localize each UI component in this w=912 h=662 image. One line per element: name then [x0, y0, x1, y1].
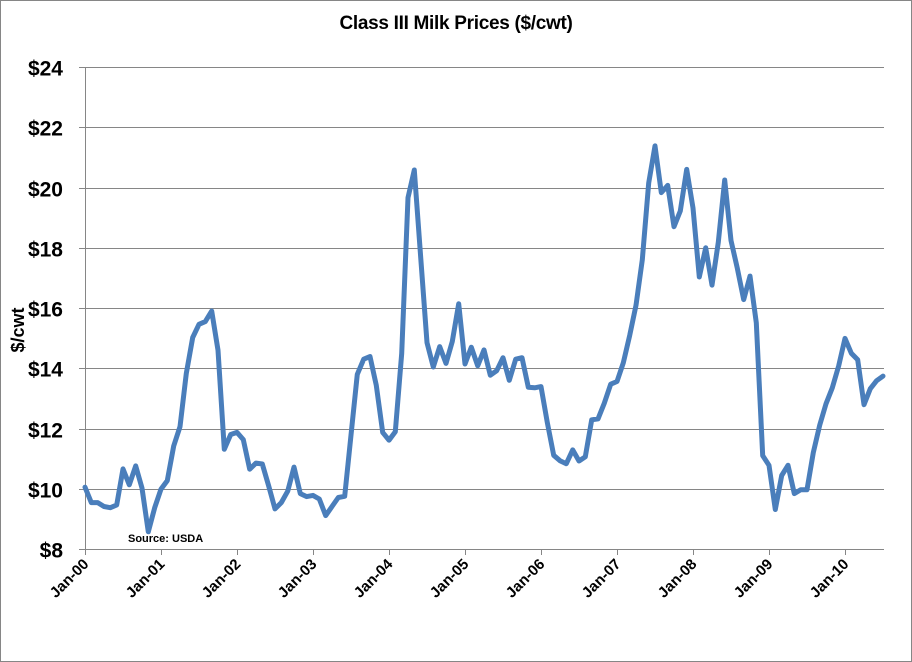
x-tick-label: Jan-06	[503, 556, 549, 602]
chart-title: Class III Milk Prices ($/cwt)	[339, 13, 573, 34]
y-tick-label: $8	[40, 540, 64, 563]
gridlines	[85, 67, 884, 490]
source-annotation: Source: USDA	[128, 533, 203, 545]
y-axis-label: $/cwt	[8, 307, 28, 352]
x-tick-label: Jan-09	[731, 556, 777, 602]
x-axis-tick-labels: Jan-00 Jan-01 Jan-02 Jan-03 Jan-04 Jan-05 Jan-…	[47, 555, 853, 601]
y-tick-label: $24	[28, 58, 63, 81]
y-tick-label: $16	[28, 299, 63, 322]
y-tick-label: $22	[28, 118, 63, 141]
x-tick-label: Jan-02	[199, 556, 245, 602]
x-tick-label: Jan-05	[427, 556, 473, 602]
y-tick-label: $14	[28, 359, 63, 382]
axes	[79, 67, 884, 555]
y-axis-tick-labels: $8 $10 $12 $14 $16 $18 $20 $22 $24	[28, 58, 63, 563]
y-tick-label: $12	[28, 420, 63, 443]
x-tick-label: Jan-03	[275, 556, 321, 602]
y-tick-label: $10	[28, 480, 63, 503]
x-tick-label: Jan-00	[47, 556, 93, 602]
x-tick-label: Jan-08	[655, 556, 701, 602]
y-tick-label: $20	[28, 179, 63, 202]
y-tick-label: $18	[28, 239, 63, 262]
price-line-series	[82, 143, 886, 535]
x-tick-label: Jan-07	[579, 556, 625, 602]
x-tick-label: Jan-10	[807, 556, 853, 602]
x-tick-label: Jan-04	[351, 555, 397, 601]
x-tick-label: Jan-01	[123, 556, 169, 602]
